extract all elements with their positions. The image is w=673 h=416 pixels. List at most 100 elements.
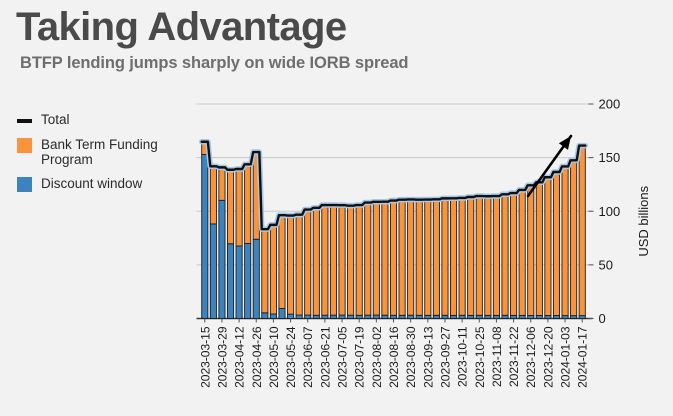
- x-tick-label: 2023-09-27: [438, 326, 452, 388]
- bar-segment-discount-window: [381, 314, 389, 319]
- bar-segment-discount-window: [329, 314, 337, 319]
- bar-segment-discount-window: [364, 314, 372, 319]
- x-tick-label: 2023-11-08: [490, 326, 504, 387]
- x-tick-label: 2023-09-13: [421, 326, 435, 388]
- bar-segment-btfp: [347, 205, 355, 316]
- x-tick-label: 2023-08-30: [404, 326, 418, 388]
- bar-segment-discount-window: [347, 314, 355, 319]
- bar-segment-discount-window: [321, 314, 329, 319]
- bars-layer: [201, 141, 586, 319]
- bar-segment-discount-window: [398, 314, 406, 319]
- y-tick-label: 0: [599, 311, 606, 326]
- bar-segment-btfp: [415, 199, 423, 316]
- legend-label: Discount window: [41, 176, 143, 192]
- x-tick-label: 2023-05-24: [284, 326, 298, 388]
- x-tick-label: 2023-06-07: [301, 326, 315, 388]
- bar-segment-btfp: [372, 201, 380, 316]
- bar-segment-btfp: [467, 196, 475, 316]
- bar-segment-discount-window: [389, 314, 398, 319]
- bar-segment-discount-window: [484, 314, 492, 319]
- chart-header: Taking Advantage BTFP lending jumps shar…: [16, 6, 656, 73]
- bar-segment-btfp: [578, 145, 586, 317]
- bar-segment-discount-window: [510, 314, 518, 319]
- x-tick-label: 2023-10-11: [456, 326, 470, 387]
- bar-segment-btfp: [389, 200, 398, 316]
- bar-segment-btfp: [269, 224, 277, 315]
- bar-segment-discount-window: [235, 245, 243, 319]
- x-tick-label: 2023-12-20: [541, 326, 555, 388]
- page-subtitle: BTFP lending jumps sharply on wide IORB …: [20, 54, 409, 72]
- y-tick-label: 150: [599, 150, 621, 165]
- bar-segment-btfp: [441, 197, 449, 316]
- bar-segment-discount-window: [501, 314, 509, 319]
- bar-segment-btfp: [235, 168, 243, 247]
- bar-segment-btfp: [552, 171, 561, 316]
- bar-segment-btfp: [475, 195, 483, 316]
- bar-segment-discount-window: [467, 314, 475, 319]
- legend-item-btfp[interactable]: Bank Term Funding Program: [17, 137, 197, 167]
- bar-segment-btfp: [381, 201, 389, 316]
- x-tick-label: 2023-12-06: [524, 326, 538, 388]
- bar-segment-discount-window: [226, 243, 235, 319]
- bar-segment-btfp: [544, 176, 552, 316]
- bar-segment-btfp: [329, 204, 337, 316]
- bar-segment-discount-window: [372, 314, 380, 319]
- x-tick-label: 2023-08-02: [370, 326, 384, 388]
- y-axis-title-text: USD billions: [636, 185, 651, 256]
- legend-square-marker-icon: [17, 138, 32, 153]
- x-tick-label: 2023-04-12: [233, 326, 247, 388]
- bar-segment-btfp: [458, 197, 466, 316]
- x-tick-label: 2023-05-10: [267, 326, 281, 388]
- bar-segment-discount-window: [252, 238, 260, 319]
- legend-label: Total: [41, 112, 70, 127]
- x-tick-label: 2023-03-29: [215, 326, 229, 388]
- x-tick-label: 2023-03-15: [198, 326, 212, 388]
- bar-segment-discount-window: [544, 315, 552, 319]
- y-axis: 0 50 100 150 200: [588, 97, 621, 326]
- bar-segment-discount-window: [407, 314, 415, 319]
- x-tick-label: 2023-07-19: [353, 326, 367, 388]
- bar-segment-discount-window: [441, 314, 449, 319]
- bar-segment-btfp: [321, 204, 329, 316]
- bar-segment-discount-window: [261, 312, 269, 319]
- bar-segment-discount-window: [518, 314, 526, 319]
- y-axis-title: USD billions: [636, 185, 651, 256]
- bar-segment-discount-window: [312, 314, 320, 319]
- legend-line-marker-icon: [17, 113, 32, 128]
- bar-segment-btfp: [338, 204, 346, 316]
- bar-segment-btfp: [209, 165, 217, 225]
- bar-segment-btfp: [364, 202, 372, 316]
- x-tick-label: 2023-07-05: [336, 326, 350, 388]
- bar-segment-discount-window: [338, 314, 346, 319]
- bar-segment-discount-window: [552, 315, 561, 319]
- x-tick-label: 2024-01-03: [559, 326, 573, 388]
- bar-segment-btfp: [570, 159, 578, 317]
- bar-segment-discount-window: [415, 314, 423, 319]
- bar-segment-discount-window: [244, 243, 252, 319]
- bar-segment-discount-window: [278, 308, 286, 319]
- x-tick-label: 2023-10-25: [473, 326, 487, 388]
- bar-segment-discount-window: [209, 223, 217, 319]
- y-tick-label: 50: [599, 257, 613, 272]
- bar-segment-btfp: [518, 189, 526, 316]
- bar-segment-btfp: [527, 184, 535, 316]
- bar-segment-discount-window: [492, 314, 500, 319]
- bar-segment-btfp: [535, 181, 543, 316]
- legend-item-total[interactable]: Total: [17, 112, 197, 128]
- x-tick-label: 2023-11-22: [507, 326, 521, 387]
- bar-segment-discount-window: [475, 314, 483, 319]
- y-tick-label: 100: [599, 204, 621, 219]
- bar-segment-btfp: [510, 192, 518, 316]
- bar-segment-btfp: [501, 193, 509, 316]
- bar-segment-discount-window: [355, 314, 363, 319]
- legend-item-discount-window[interactable]: Discount window: [17, 176, 197, 193]
- bar-segment-btfp: [561, 165, 569, 317]
- bar-segment-btfp: [492, 195, 500, 316]
- page-title: Taking Advantage: [16, 5, 347, 49]
- x-tick-label: 2023-04-26: [250, 326, 264, 388]
- bar-segment-discount-window: [295, 314, 303, 319]
- bar-segment-discount-window: [269, 313, 277, 319]
- total-line-path: [200, 140, 587, 231]
- bar-segment-btfp: [407, 199, 415, 316]
